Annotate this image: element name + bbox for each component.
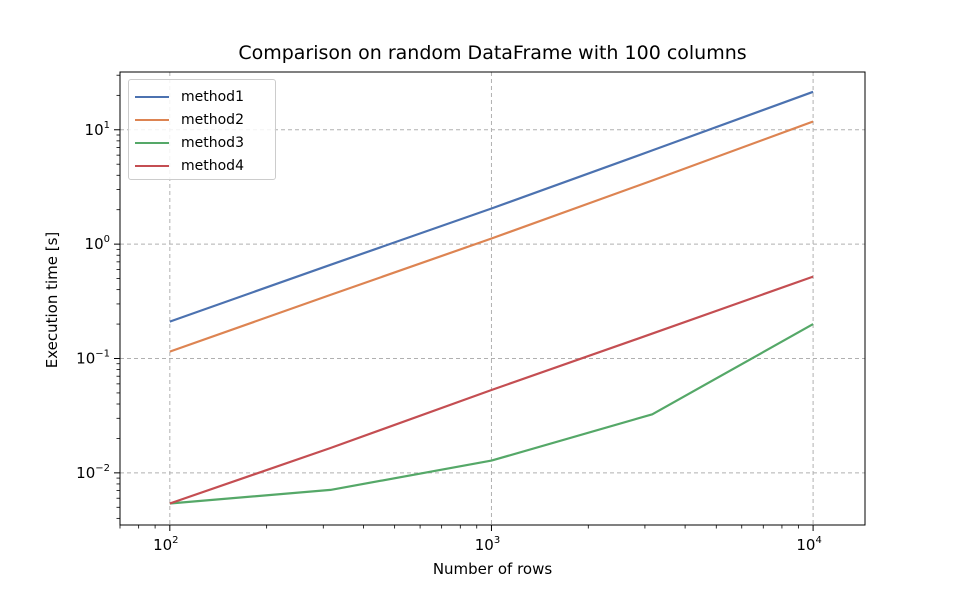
legend-swatch	[135, 164, 169, 167]
x-tick-label: 102	[153, 535, 178, 554]
grid-lines	[120, 72, 865, 525]
series-line-method1	[169, 90, 814, 323]
x-axis-label: Number of rows	[432, 560, 553, 578]
y-tick-label: 10−2	[76, 463, 110, 482]
legend-item: method1	[135, 85, 275, 108]
y-tick-label: 10−1	[76, 348, 110, 367]
plot-frame	[119, 71, 866, 526]
axis-ticks: 102 103 104 10−2 10−1 100 101	[76, 74, 822, 554]
series-lines	[169, 90, 814, 505]
legend-item: method3	[135, 131, 275, 154]
legend-item: method4	[135, 154, 275, 177]
y-axis-label: Execution time [s]	[43, 231, 61, 369]
legend-label: method4	[181, 157, 244, 174]
legend-label: method2	[181, 111, 244, 128]
series-line-method3	[169, 323, 814, 505]
series-line-method2	[169, 120, 814, 353]
legend-label: method3	[181, 134, 244, 151]
legend: method1 method2 method3 method4	[128, 79, 276, 180]
y-tick-label: 100	[85, 234, 110, 253]
x-tick-label: 103	[475, 535, 500, 554]
legend-item: method2	[135, 108, 275, 131]
legend-swatch	[135, 95, 169, 98]
chart-title: Comparison on random DataFrame with 100 …	[238, 42, 747, 64]
legend-swatch	[135, 118, 169, 121]
legend-swatch	[135, 141, 169, 144]
x-tick-label: 104	[796, 535, 821, 554]
legend-label: method1	[181, 88, 244, 105]
y-tick-label: 101	[85, 120, 110, 139]
series-line-method4	[169, 275, 814, 505]
